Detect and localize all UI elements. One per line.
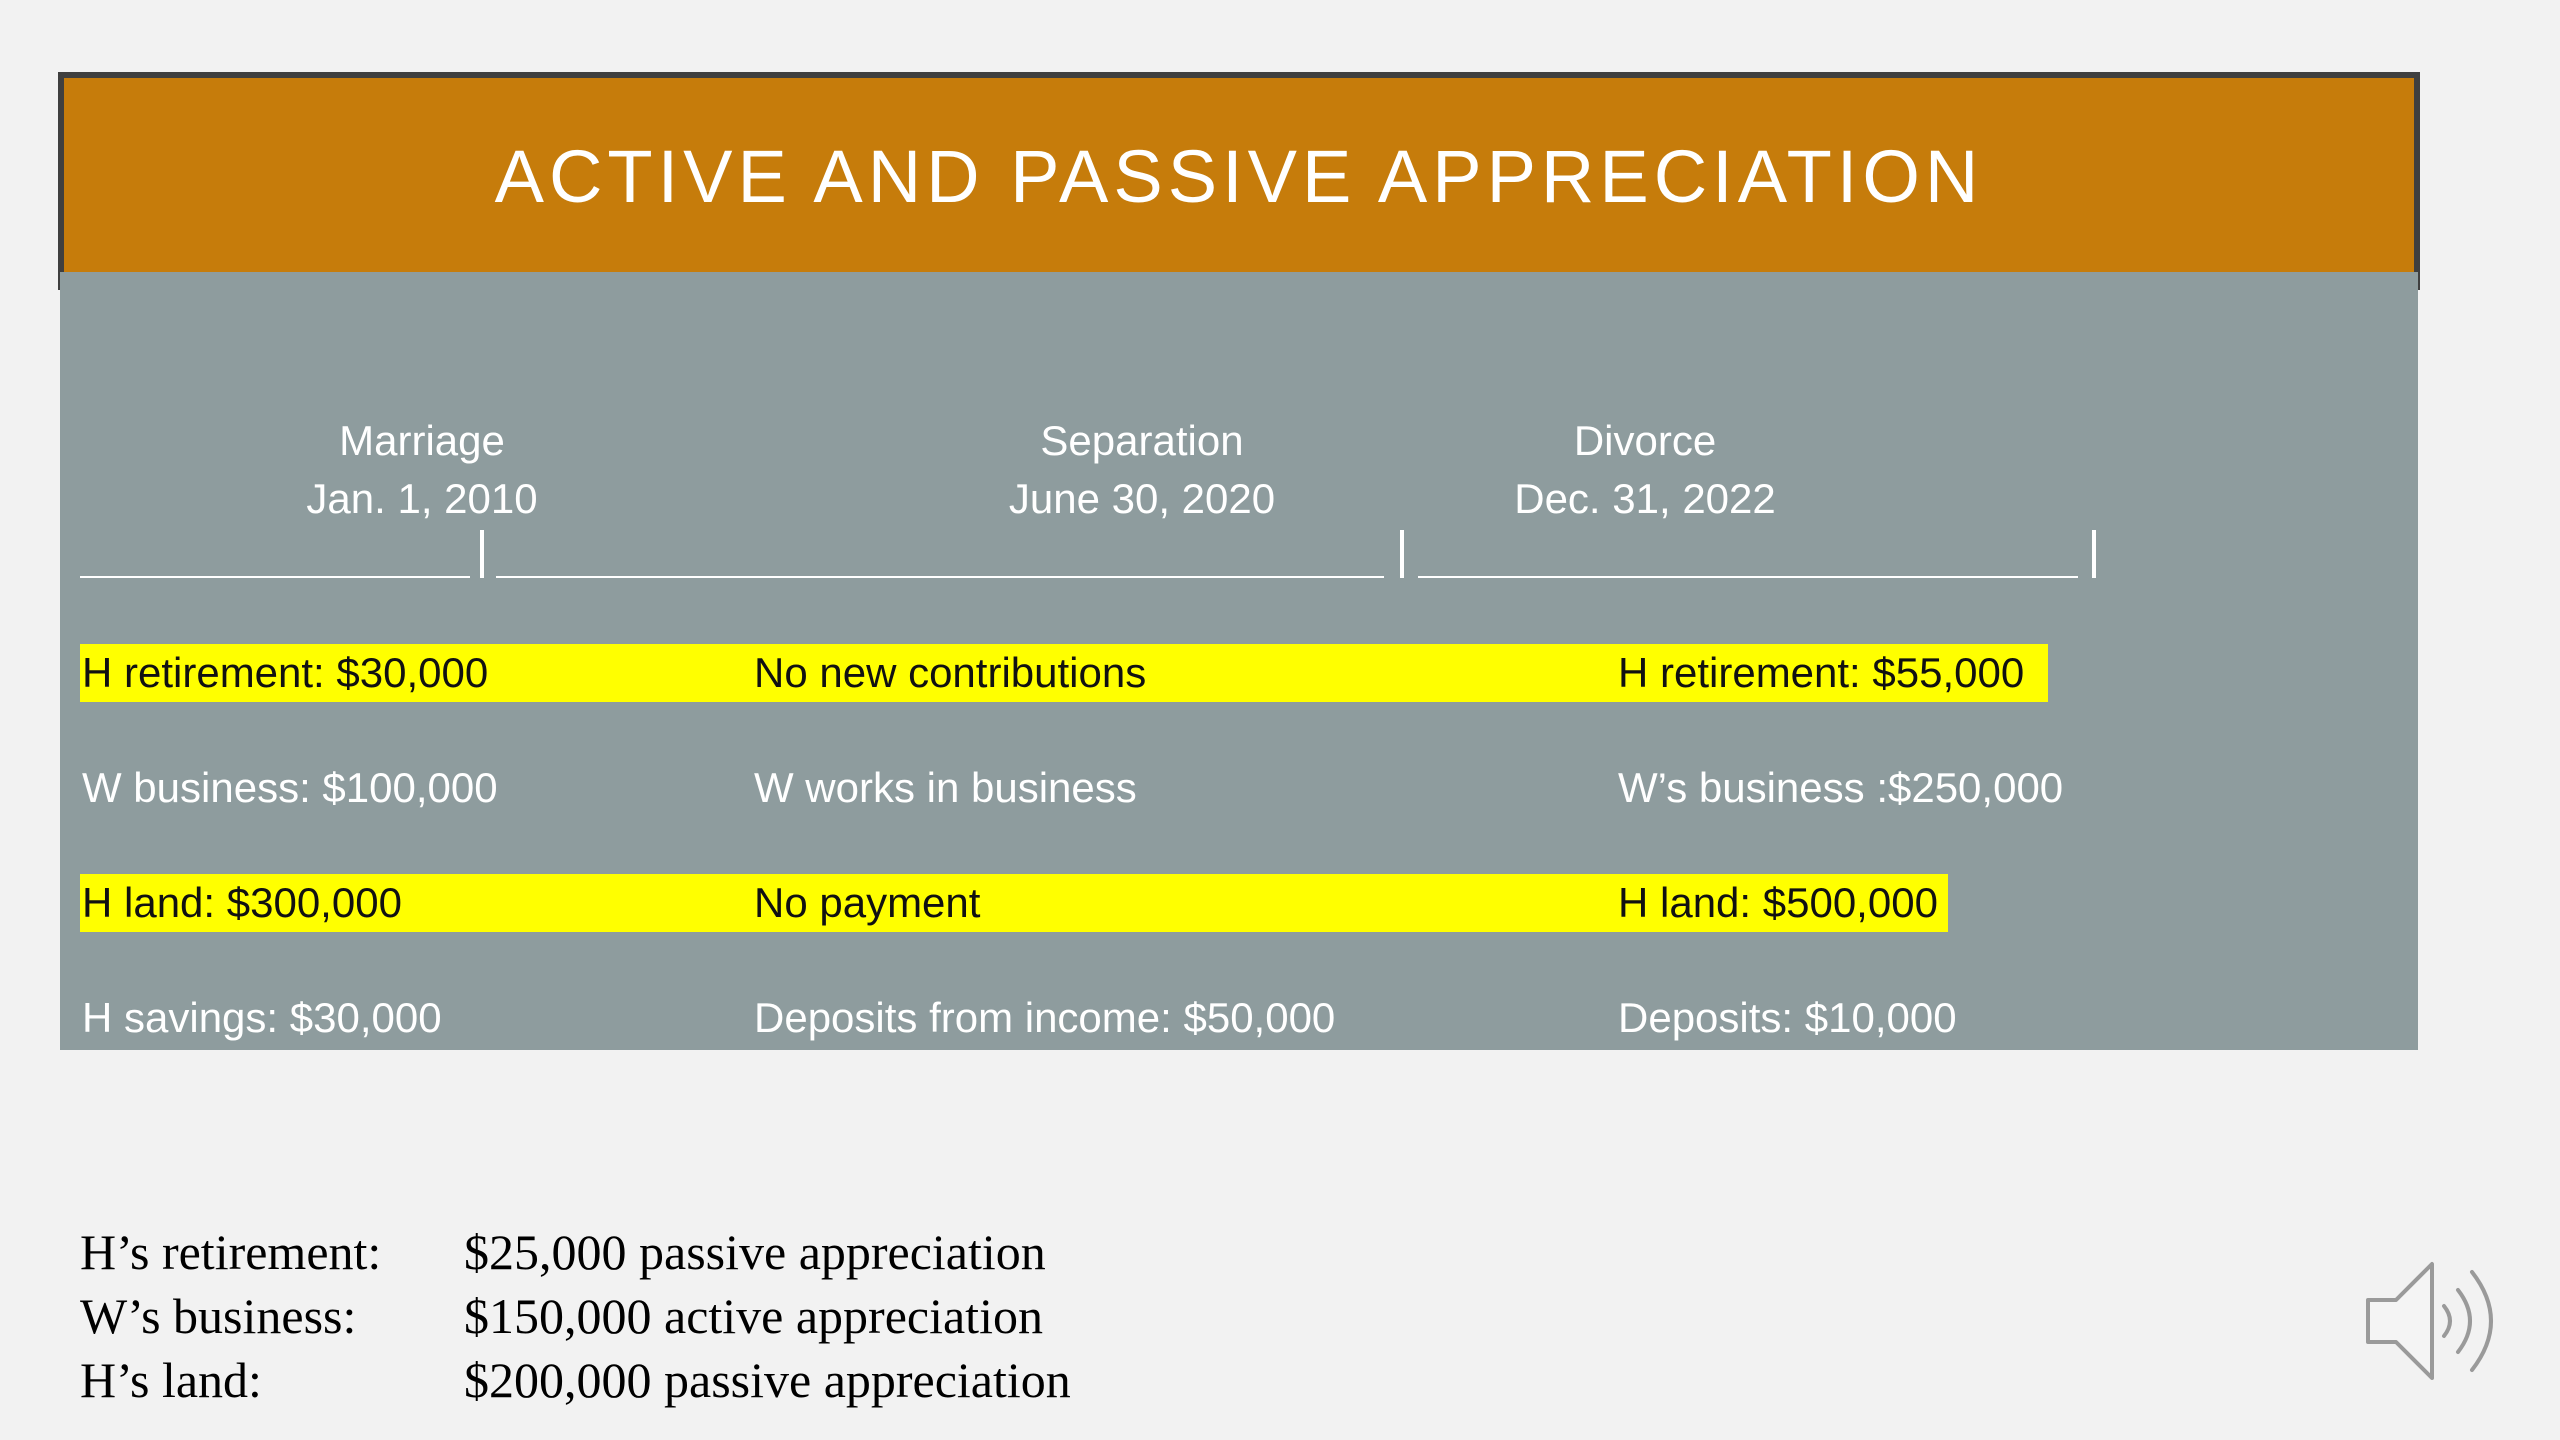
timeline-segment-1 xyxy=(80,576,470,578)
summary-label: W’s business: xyxy=(80,1288,357,1344)
milestone-date: Jan. 1, 2010 xyxy=(306,475,538,522)
timeline-tick-marriage xyxy=(480,530,484,578)
title-bar: ACTIVE AND PASSIVE APPRECIATION xyxy=(58,72,2420,272)
timeline-segment-3 xyxy=(1418,576,2078,578)
row-land-end: H land: $500,000 xyxy=(1618,879,1938,926)
highlight-band-land xyxy=(80,874,1948,932)
row-business-start: W business: $100,000 xyxy=(82,764,498,811)
summary-value: $150,000 active appreciation xyxy=(464,1288,1043,1344)
row-business-middle: W works in business xyxy=(754,764,1137,811)
milestone-date: June 30, 2020 xyxy=(1008,475,1276,522)
row-savings-end: Deposits: $10,000 xyxy=(1618,994,1957,1041)
timeline-panel: Marriage Jan. 1, 2010 Separation June 30… xyxy=(60,272,2418,1050)
speaker-icon[interactable] xyxy=(2360,1256,2520,1386)
row-retirement-middle: No new contributions xyxy=(754,649,1147,696)
milestone-name: Separation xyxy=(1040,417,1244,464)
row-land-start: H land: $300,000 xyxy=(82,879,402,926)
slide-frame: ACTIVE AND PASSIVE APPRECIATION Marriage… xyxy=(58,72,2420,1050)
summary-value: $200,000 passive appreciation xyxy=(464,1352,1071,1408)
row-business-end: W’s business :$250,000 xyxy=(1618,764,2064,811)
milestone-marriage: Marriage Jan. 1, 2010 xyxy=(250,412,594,528)
milestone-divorce: Divorce Dec. 31, 2022 xyxy=(1455,412,1835,528)
summary-label: H’s retirement: xyxy=(80,1224,382,1280)
row-savings-middle: Deposits from income: $50,000 xyxy=(754,994,1336,1041)
milestone-name: Marriage xyxy=(339,417,505,464)
slide-title: ACTIVE AND PASSIVE APPRECIATION xyxy=(494,135,1984,218)
highlight-band-retirement xyxy=(80,644,2048,702)
milestone-name: Divorce xyxy=(1573,417,1717,464)
milestone-date: Dec. 31, 2022 xyxy=(1514,475,1776,522)
summary-value: $25,000 passive appreciation xyxy=(464,1224,1046,1280)
milestone-separation: Separation June 30, 2020 xyxy=(942,412,1342,528)
row-retirement-start: H retirement: $30,000 xyxy=(82,649,489,696)
row-retirement-end: H retirement: $55,000 xyxy=(1618,649,2025,696)
timeline-tick-divorce xyxy=(2092,530,2096,578)
row-land-middle: No payment xyxy=(754,879,981,926)
timeline-segment-2 xyxy=(496,576,1384,578)
row-savings-start: H savings: $30,000 xyxy=(82,994,442,1041)
summary-label: H’s land: xyxy=(80,1352,262,1408)
timeline-tick-separation xyxy=(1400,530,1404,578)
